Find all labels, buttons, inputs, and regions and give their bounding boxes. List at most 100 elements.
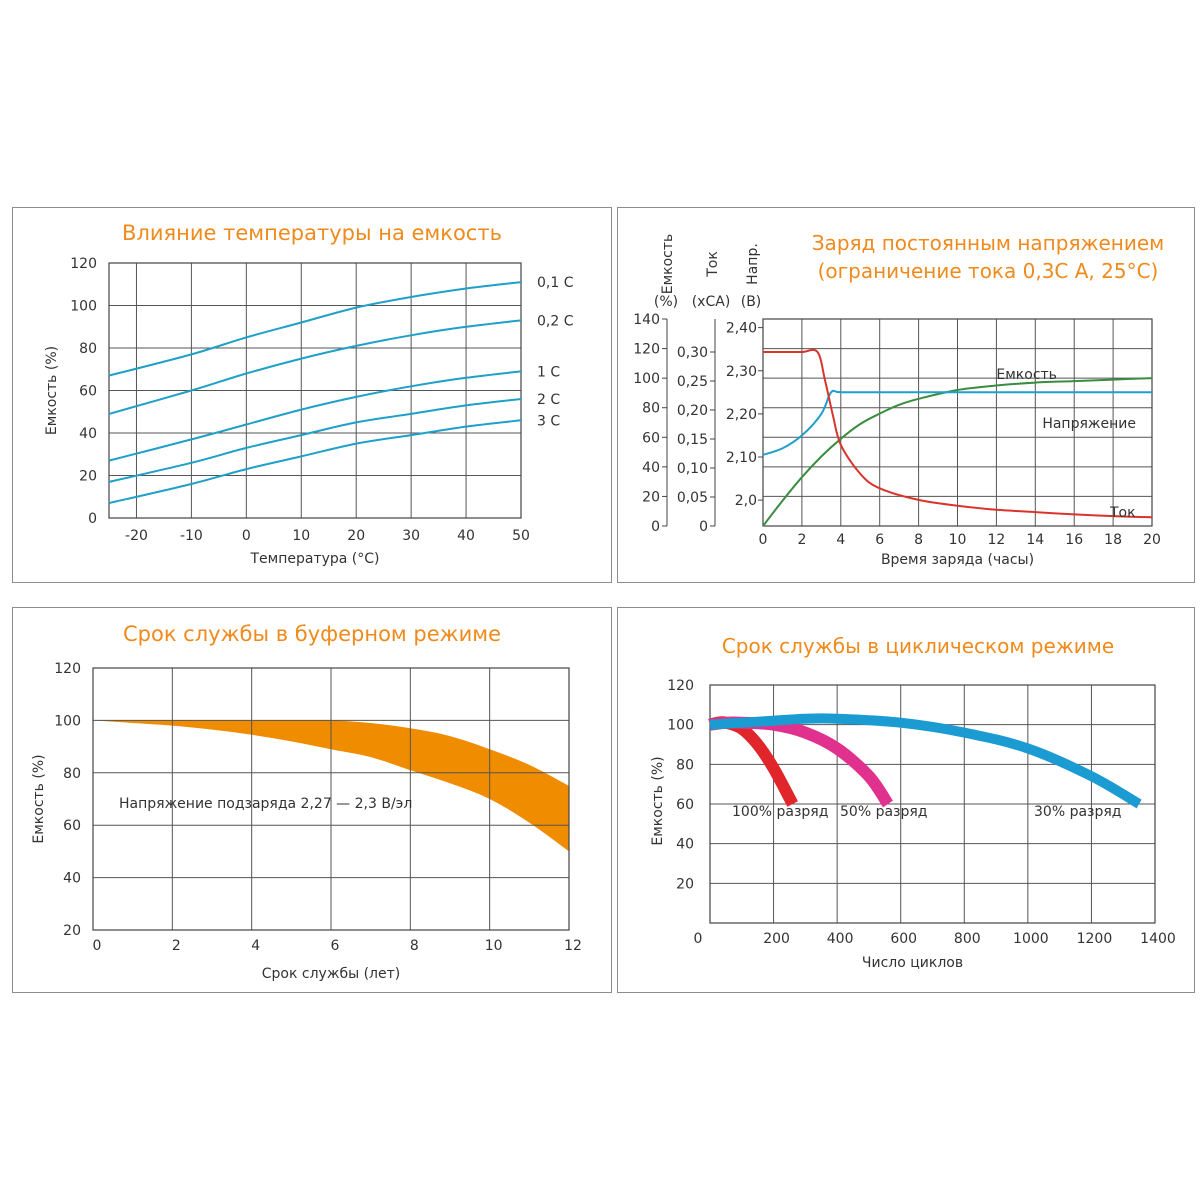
series-label: 0,2 C <box>537 313 574 329</box>
capacity-tick-label: 40 <box>642 460 660 476</box>
x-tick-label: 8 <box>410 938 419 954</box>
annotation-text: Напряжение подзаряда 2,27 — 2,3 В/эл <box>119 796 412 812</box>
series-label: Ток <box>1109 505 1136 521</box>
current-tick-label: 0,25 <box>677 374 708 390</box>
voltage-tick-label: 2,20 <box>726 407 757 423</box>
chart-subtitle: (ограничение тока 0,3C А, 25°C) <box>818 259 1159 283</box>
series-band <box>709 713 1142 809</box>
plot-frame <box>709 684 1156 924</box>
axis-header-unit: (xCA) <box>692 294 731 310</box>
series-line <box>108 398 522 483</box>
x-tick-label: 400 <box>827 931 854 947</box>
x-tick-label: 50 <box>512 528 530 544</box>
x-tick-label: 0 <box>759 532 768 548</box>
x-tick-label: -20 <box>125 528 148 544</box>
x-tick-label: 0 <box>93 938 102 954</box>
x-axis-label: Температура (°C) <box>249 551 379 567</box>
y-tick-label: 80 <box>676 757 694 773</box>
x-tick-label: 30 <box>402 528 420 544</box>
capacity-tick-label: 80 <box>642 401 660 417</box>
x-axis-label: Срок службы (лет) <box>262 966 400 982</box>
x-tick-label: 8 <box>914 532 923 548</box>
capacity-tick-label: 60 <box>642 430 660 446</box>
x-tick-label: 6 <box>875 532 884 548</box>
series-label: 50% разряд <box>840 804 927 820</box>
series-label: 0,1 C <box>537 275 574 291</box>
y-tick-label: 100 <box>54 713 81 729</box>
cyclic-service-life-svg: Срок службы в циклическом режиме 0 200 400 6… <box>650 634 1176 971</box>
x-tick-label: 0 <box>694 931 703 947</box>
cyclic-service-life-chart: Срок службы в циклическом режиме 0 200 400 6… <box>617 607 1195 993</box>
x-tick-label: 40 <box>457 528 475 544</box>
y-tick-label: 20 <box>79 469 97 485</box>
voltage-tick-label: 2,30 <box>726 364 757 380</box>
x-tick-label: 600 <box>890 931 917 947</box>
y-tick-label: 60 <box>63 818 81 834</box>
x-tick-label: 1200 <box>1077 931 1113 947</box>
x-axis-label: Время заряда (часы) <box>881 552 1034 568</box>
series-line <box>108 419 522 505</box>
x-tick-label: 800 <box>954 931 981 947</box>
y-tick-label: 20 <box>676 876 694 892</box>
capacity-tick-label: 20 <box>642 489 660 505</box>
y-axis-label: Емкость (%) <box>650 756 666 845</box>
x-tick-label: 2 <box>797 532 806 548</box>
y-axis-label: Емкость (%) <box>44 346 60 435</box>
current-tick-label: 0 <box>699 519 708 535</box>
y-tick-label: 120 <box>667 678 694 694</box>
y-tick-label: 80 <box>63 766 81 782</box>
x-tick-label: 12 <box>564 938 582 954</box>
axis-header-unit: (В) <box>741 294 762 310</box>
x-tick-label: 12 <box>987 532 1005 548</box>
x-tick-label: 2 <box>172 938 181 954</box>
chart-title: Срок службы в циклическом режиме <box>722 634 1114 658</box>
x-tick-label: 16 <box>1065 532 1083 548</box>
chart-title: Срок службы в буферном режиме <box>123 622 501 646</box>
y-axis-label: Емкость (%) <box>31 754 47 843</box>
y-tick-label: 120 <box>70 256 97 272</box>
y-tick-label: 20 <box>63 923 81 939</box>
voltage-tick-label: 2,0 <box>735 493 757 509</box>
current-tick-label: 0,05 <box>677 490 708 506</box>
series-line <box>763 348 1153 519</box>
chart-title: Влияние температуры на емкость <box>122 221 502 245</box>
y-tick-label: 80 <box>79 341 97 357</box>
x-axis-label: Число циклов <box>862 955 963 971</box>
y-tick-label: 0 <box>88 511 97 527</box>
plot-frame <box>92 667 570 931</box>
series-label: Емкость <box>996 367 1057 383</box>
temperature-capacity-svg: Влияние температуры на емкость -20 -10 0 10 2… <box>44 221 574 567</box>
x-tick-label: 1000 <box>1013 931 1049 947</box>
x-tick-label: 4 <box>836 532 845 548</box>
y-tick-label: 60 <box>676 797 694 813</box>
x-tick-label: 18 <box>1104 532 1122 548</box>
current-tick-label: 0,15 <box>677 432 708 448</box>
x-tick-label: 6 <box>331 938 340 954</box>
voltage-tick-label: 2,10 <box>726 450 757 466</box>
y-tick-label: 60 <box>79 384 97 400</box>
series-label: Напряжение <box>1042 416 1136 432</box>
series-line <box>108 370 522 462</box>
series-band <box>708 716 798 807</box>
series-line <box>762 389 1152 456</box>
float-service-life-svg: Срок службы в буферном режиме 0 2 4 6 8 10 12 20… <box>31 622 582 982</box>
series-line <box>762 377 1153 527</box>
y-tick-label: 120 <box>54 661 81 677</box>
series-label: 2 C <box>537 392 560 408</box>
capacity-tick-label: 120 <box>633 342 660 358</box>
capacity-tick-label: 100 <box>633 371 660 387</box>
series-label: 3 C <box>537 413 560 429</box>
x-tick-label: 20 <box>1143 532 1161 548</box>
x-tick-label: 1400 <box>1140 931 1176 947</box>
capacity-band <box>93 720 569 852</box>
current-tick-label: 0,30 <box>677 345 708 361</box>
voltage-tick-label: 2,40 <box>726 321 757 337</box>
chart-title: Заряд постоянным напряжением <box>812 231 1165 255</box>
axis-header-name: Ток <box>705 251 721 278</box>
series-label: 30% разряд <box>1034 804 1121 820</box>
axis-header-name: Емкость <box>660 234 676 295</box>
y-tick-label: 40 <box>676 837 694 853</box>
x-tick-label: 10 <box>485 938 503 954</box>
axis-header-unit: (%) <box>654 294 678 310</box>
series-label: 100% разряд <box>732 804 828 820</box>
